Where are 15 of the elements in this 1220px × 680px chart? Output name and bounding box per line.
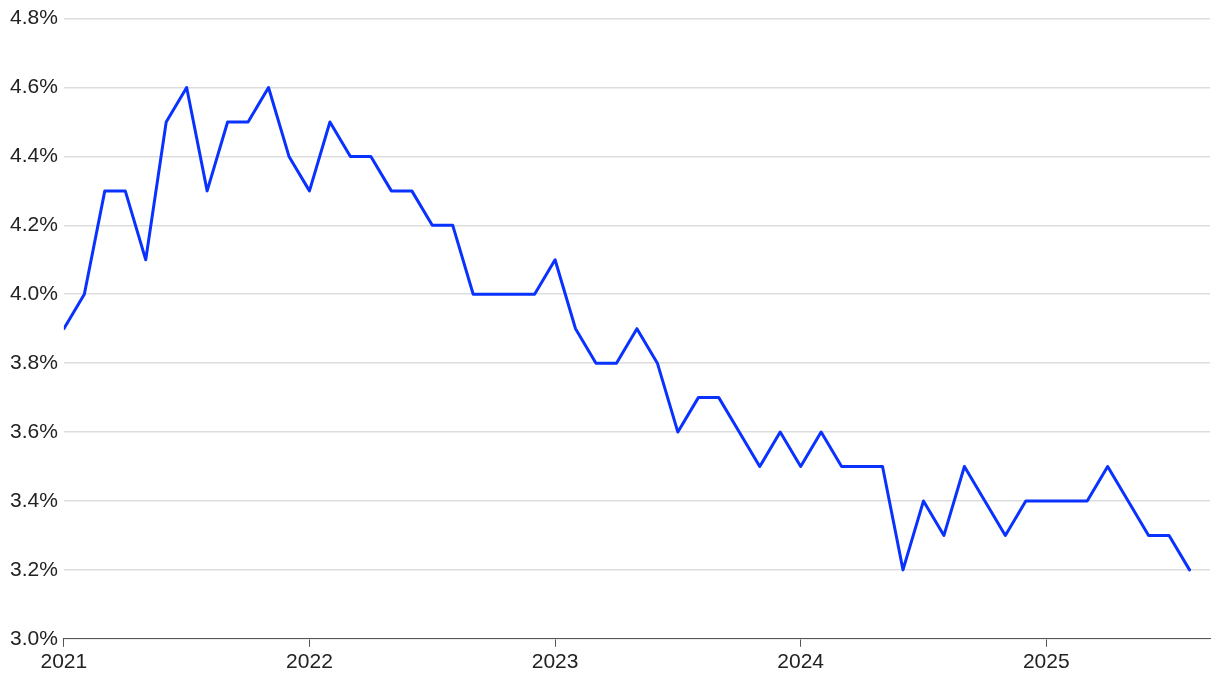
y-tick-label: 3.6%: [9, 418, 58, 442]
y-tick-label: 3.0%: [9, 625, 58, 649]
y-tick-label: 4.6%: [9, 74, 58, 98]
x-tick-label: 2024: [777, 649, 825, 673]
y-tick-label: 3.4%: [9, 487, 58, 511]
y-tick-label: 4.0%: [9, 281, 58, 305]
y-tick-label: 4.2%: [9, 212, 58, 236]
y-tick-label: 4.8%: [9, 5, 58, 29]
x-tick-label: 2025: [1022, 649, 1070, 673]
x-tick-label: 2023: [531, 649, 579, 673]
y-tick-label: 4.4%: [9, 143, 58, 167]
y-tick-label: 3.2%: [9, 556, 58, 580]
y-tick-label: 3.8%: [9, 349, 58, 373]
x-tick-label: 2022: [286, 649, 333, 673]
x-tick-label: 2021: [40, 649, 88, 673]
